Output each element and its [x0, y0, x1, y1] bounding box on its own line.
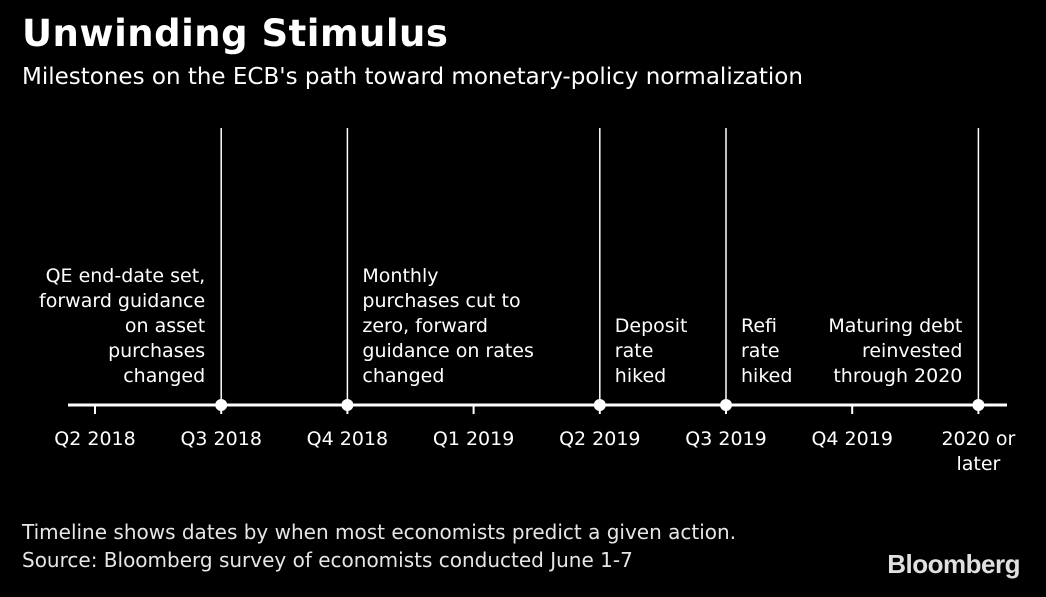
event-label: Deposit: [615, 315, 688, 337]
tick-label: later: [956, 453, 1000, 475]
event-label: guidance on rates: [362, 340, 534, 362]
tick-label: Q3 2019: [685, 428, 766, 450]
event-label: hiked: [741, 365, 792, 387]
event-label: Maturing debt: [828, 315, 962, 337]
event-marker: [593, 399, 606, 411]
event-label: purchases: [108, 340, 205, 362]
tick-label: Q3 2018: [180, 428, 261, 450]
tick-label: Q1 2019: [433, 428, 514, 450]
chart-title: Unwinding Stimulus: [22, 12, 449, 55]
footnote-source: Source: Bloomberg survey of economists c…: [22, 548, 633, 572]
event-label: changed: [362, 365, 444, 387]
event-label: hiked: [615, 365, 666, 387]
event-label: Refi: [741, 315, 777, 337]
tick-label: Q2 2019: [559, 428, 640, 450]
event-label: purchases cut to: [362, 290, 520, 312]
tick-label: Q2 2018: [54, 428, 135, 450]
event-label: reinvested: [862, 340, 962, 362]
event-label: rate: [741, 340, 780, 362]
event-label: forward guidance: [39, 290, 205, 312]
bloomberg-logo: Bloomberg: [887, 549, 1020, 579]
event-label: rate: [615, 340, 654, 362]
footnote-note: Timeline shows dates by when most econom…: [22, 520, 737, 544]
event-marker: [341, 399, 354, 411]
event-marker: [720, 399, 732, 411]
event-marker: [972, 399, 985, 411]
event-label: changed: [123, 365, 205, 387]
tick-label: 2020 or: [941, 428, 1015, 450]
tick-label: Q4 2018: [307, 428, 388, 450]
event-label: zero, forward: [362, 315, 488, 337]
event-marker: [215, 399, 228, 411]
chart-subtitle: Milestones on the ECB's path toward mone…: [22, 64, 803, 90]
event-label: Monthly: [362, 265, 438, 287]
event-label: QE end-date set,: [46, 265, 206, 287]
event-label: on asset: [125, 315, 205, 337]
tick-label: Q4 2019: [811, 428, 892, 450]
event-label: through 2020: [833, 365, 962, 387]
